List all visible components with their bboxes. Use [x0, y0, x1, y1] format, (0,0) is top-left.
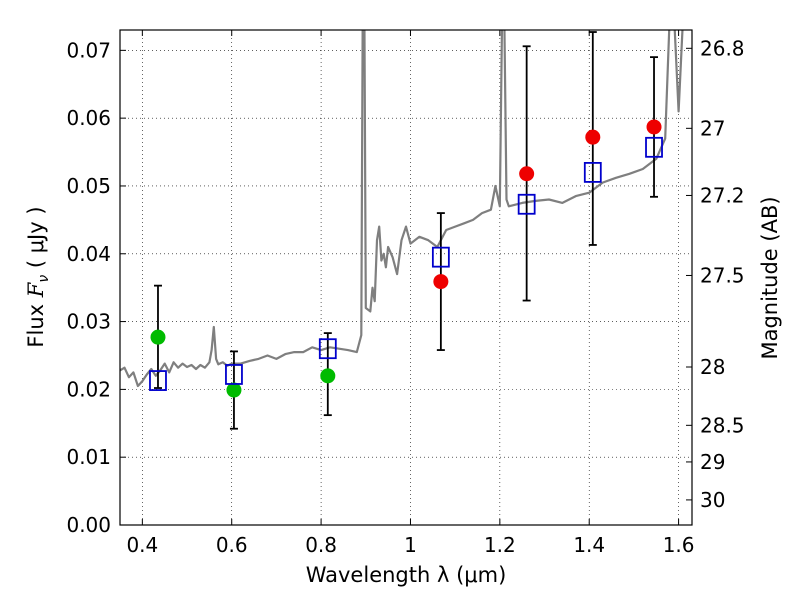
right-tick-label: 27 — [700, 116, 725, 140]
x-tick-label: 0.6 — [216, 533, 248, 557]
spectrum-line — [120, 30, 684, 388]
right-tick-label: 27.2 — [700, 183, 745, 207]
y-axis-left-label-sub: ν — [36, 275, 52, 283]
right-tick-label: 27.5 — [700, 263, 745, 287]
y-tick-label: 0.04 — [66, 242, 111, 266]
right-tick-label: 26.8 — [700, 36, 745, 60]
data-point-circle — [320, 368, 336, 384]
x-tick-label: 0.4 — [126, 533, 158, 557]
data-point-square — [225, 364, 243, 385]
data-point-square — [318, 338, 337, 360]
plot-frame — [119, 29, 693, 526]
y-axis-left-label-symbol: F — [24, 281, 48, 298]
x-axis-label: Wavelength λ (μm) — [306, 563, 507, 587]
data-point-circle — [433, 274, 449, 290]
y-tick-label: 0.06 — [66, 106, 111, 130]
right-tick-label: 29 — [700, 450, 725, 474]
data-point-circle — [226, 382, 242, 398]
right-tick-label: 28 — [700, 355, 725, 379]
x-tick-label: 0.8 — [305, 533, 337, 557]
data-point-circle — [150, 329, 166, 345]
data-point-square — [431, 246, 450, 268]
right-tick-label: 28.5 — [700, 413, 745, 437]
data-point-circle — [585, 129, 601, 145]
data-point-circle — [519, 166, 535, 182]
grid — [120, 30, 692, 525]
y-axis-left: 0.00 0.01 0.02 0.03 0.04 0.05 0.06 0.07 — [66, 38, 126, 537]
y-tick-label: 0.07 — [66, 38, 111, 62]
x-tick-label: 1.6 — [663, 533, 695, 557]
data-point-square — [517, 193, 536, 215]
x-tick-label: 1.2 — [484, 533, 516, 557]
data-point-circle — [646, 119, 662, 135]
y-axis-left-label-unit: ( μJy ) — [24, 206, 48, 274]
data-point-square — [645, 136, 663, 158]
x-tick-label: 1 — [404, 533, 417, 557]
y-tick-label: 0.01 — [66, 445, 111, 469]
data-point-square — [149, 370, 167, 391]
right-tick-label: 30 — [700, 488, 725, 512]
y-axis-right-label: Magnitude (AB) — [758, 196, 782, 359]
y-tick-label: 0.00 — [66, 513, 111, 537]
data-markers — [149, 119, 663, 398]
x-tick-label: 1.4 — [573, 533, 605, 557]
y-tick-label: 0.02 — [66, 377, 111, 401]
template-spectrum — [120, 30, 684, 388]
y-tick-label: 0.03 — [66, 310, 111, 334]
y-tick-label: 0.05 — [66, 174, 111, 198]
y-axis-left-label: Flux Fν ( μJy ) — [24, 206, 52, 347]
data-point-square — [583, 161, 602, 183]
x-axis: 0.4 0.6 0.8 1 1.2 1.4 1.6 — [126, 30, 695, 557]
y-axis-left-label-prefix: Flux — [24, 297, 48, 347]
y-axis-right: 26.8 27 27.2 27.5 28 28.5 29 30 — [686, 36, 745, 512]
